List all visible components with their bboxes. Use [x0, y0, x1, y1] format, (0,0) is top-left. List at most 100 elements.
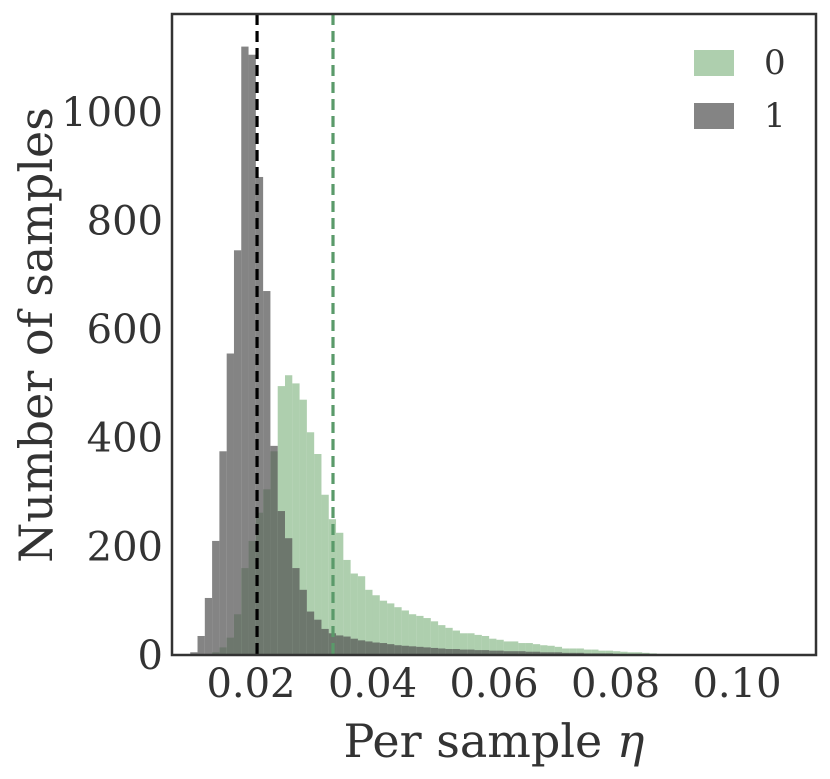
legend-label-1: 1: [764, 96, 786, 136]
x-tick-label: 0.08: [571, 661, 660, 707]
x-tick-label: 0.02: [206, 661, 295, 707]
histogram-bar: [467, 633, 475, 655]
histogram-bar: [489, 650, 497, 655]
histogram-bar: [554, 652, 563, 655]
histogram-bar: [605, 650, 614, 655]
legend: 01: [694, 43, 786, 136]
histogram-bar: [401, 610, 409, 655]
histogram-bar: [219, 451, 227, 655]
bars-layer: [190, 46, 679, 656]
y-tick-label: 1000: [61, 90, 163, 136]
histogram-bar: [285, 375, 293, 655]
histogram-bar: [503, 651, 512, 655]
histogram-bar: [481, 650, 490, 655]
histogram-bar: [562, 648, 570, 655]
x-tick-labels: 0.02 0.04 0.06 0.08 0.10: [206, 661, 781, 707]
histogram-bar: [511, 641, 519, 655]
histogram-bar: [459, 649, 468, 655]
histogram-bar: [408, 614, 417, 655]
histogram-bar: [576, 648, 584, 655]
histogram-bar: [452, 630, 460, 655]
histogram-bar: [598, 650, 606, 655]
histogram-bar: [190, 652, 198, 655]
histogram-bar: [328, 519, 337, 655]
legend-swatch-1: [694, 103, 734, 129]
histogram-bar: [299, 589, 307, 655]
histogram-bar: [474, 650, 482, 655]
histogram-bar: [255, 176, 264, 655]
histogram-bar: [292, 383, 300, 655]
series-1-bars: [190, 46, 672, 656]
histogram-bar: [554, 646, 563, 655]
histogram-bar: [314, 454, 322, 655]
histogram-bar: [343, 559, 351, 655]
histogram-bar: [569, 648, 577, 655]
histogram-bar: [350, 638, 358, 655]
histogram-bar: [430, 621, 439, 655]
histogram-bar: [583, 649, 592, 655]
histogram-bar: [336, 532, 344, 655]
histogram-bar: [481, 635, 490, 655]
plot-frame: [170, 12, 818, 657]
histogram-bar: [438, 625, 446, 655]
y-tick-labels: 0 200 400 600 800 1000: [61, 90, 163, 679]
histogram-bar: [343, 636, 351, 655]
histogram-bar: [467, 649, 475, 655]
histogram-bar: [372, 595, 380, 655]
histogram-bar: [292, 568, 300, 655]
histogram-bar: [430, 647, 439, 655]
histogram-bar: [306, 432, 315, 655]
x-tick-label: 0.06: [449, 661, 538, 707]
histogram-bar: [452, 649, 460, 655]
histogram-bar: [416, 646, 424, 655]
histogram-bar: [634, 652, 643, 655]
histogram-bar: [627, 652, 635, 655]
histogram-bar: [285, 538, 293, 655]
histogram-bar: [591, 649, 599, 655]
histogram-bar: [525, 643, 533, 655]
legend-label-0: 0: [764, 43, 786, 83]
histogram-bar: [496, 639, 504, 655]
histogram-bar: [423, 618, 431, 655]
histogram-bar: [525, 651, 533, 655]
histogram-bar: [277, 511, 285, 655]
histogram-bar: [248, 54, 256, 656]
histogram-bar: [438, 648, 446, 655]
histogram-bar: [212, 540, 220, 655]
histogram-bar: [379, 600, 388, 655]
histogram-bar: [226, 353, 234, 655]
x-tick-label: 0.04: [328, 661, 417, 707]
histogram-bar: [387, 644, 395, 655]
histogram-bar: [474, 634, 482, 655]
histogram-bar: [401, 645, 409, 655]
histogram-bar: [503, 641, 512, 655]
histogram-bar: [241, 46, 249, 655]
histogram-bar: [416, 615, 424, 655]
histogram-bar: [394, 645, 402, 655]
x-axis-label: Per sample η: [344, 714, 645, 768]
histogram-bar: [379, 643, 388, 655]
histogram-bar: [620, 651, 628, 655]
histogram-bar: [336, 635, 344, 655]
x-tick-label: 0.10: [692, 661, 781, 707]
y-tick-label: 0: [138, 633, 163, 679]
histogram-bar: [613, 651, 621, 655]
histogram-bar: [496, 650, 504, 655]
histogram-bar: [204, 597, 213, 655]
histogram-bar: [321, 628, 329, 655]
histogram-bar: [540, 652, 548, 655]
histogram-bar: [547, 645, 555, 655]
y-axis-label: Number of samples: [9, 107, 63, 563]
histogram-bar: [408, 646, 417, 655]
y-tick-label: 600: [87, 307, 163, 353]
histogram-bar: [321, 494, 329, 655]
histogram-bar: [299, 399, 307, 655]
histogram-bar: [518, 643, 526, 655]
histogram-bar: [532, 644, 541, 655]
histogram-bar: [270, 445, 278, 655]
histogram-bar: [540, 645, 548, 655]
histogram-bar: [197, 635, 205, 655]
y-tick-label: 800: [87, 198, 163, 244]
histogram-bar: [387, 603, 395, 655]
